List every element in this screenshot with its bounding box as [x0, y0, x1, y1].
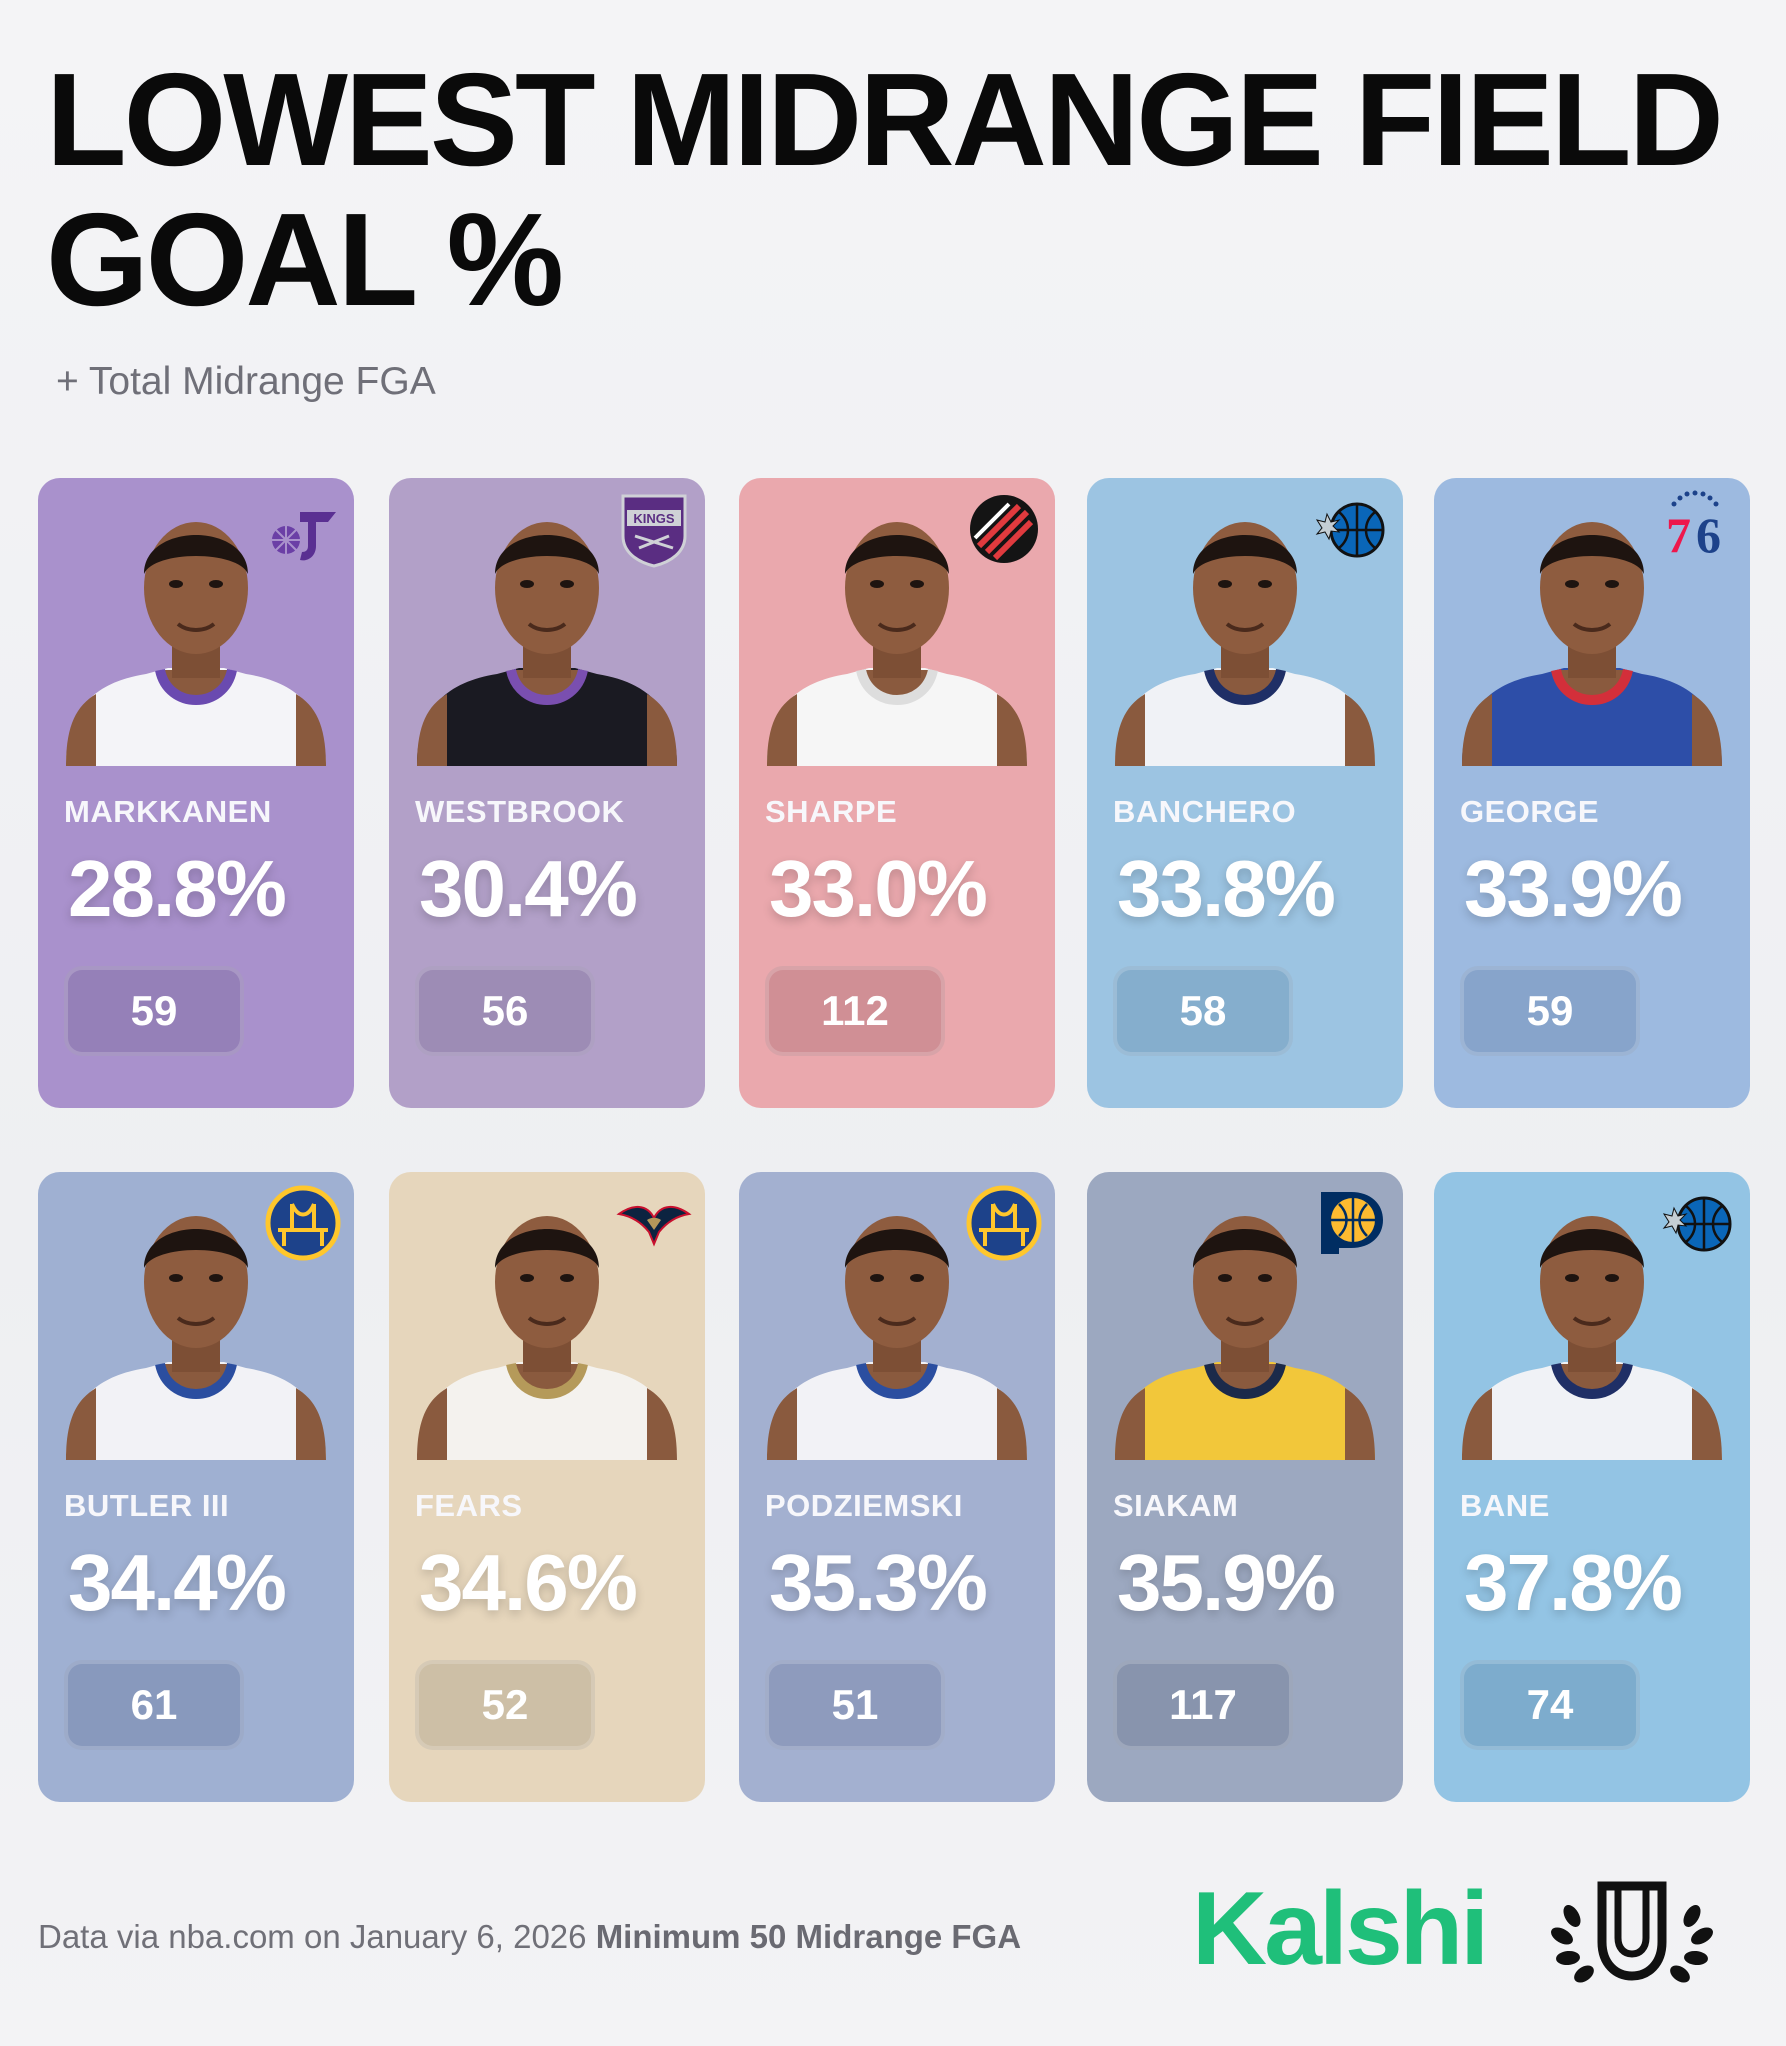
- player-card: BANCHERO 33.8% 58: [1087, 478, 1403, 1108]
- player-photo: [64, 1192, 328, 1460]
- midrange-fga-badge: 51: [765, 1660, 945, 1750]
- midrange-fg-pct: 33.8%: [1117, 844, 1336, 933]
- pacers-logo-icon: [1313, 1184, 1391, 1262]
- player-name: SIAKAM: [1113, 1488, 1239, 1523]
- jazz-logo-icon: [264, 490, 342, 568]
- player-photo: [1113, 1192, 1377, 1460]
- player-photo: [415, 1192, 679, 1460]
- player-name: BANCHERO: [1113, 794, 1297, 829]
- midrange-fga-badge: 58: [1113, 966, 1293, 1056]
- midrange-fg-pct: 35.9%: [1117, 1538, 1336, 1627]
- midrange-fg-pct: 34.6%: [419, 1538, 638, 1627]
- player-card: BANE 37.8% 74: [1434, 1172, 1750, 1802]
- svg-text:KINGS: KINGS: [633, 511, 675, 526]
- midrange-fga-badge: 74: [1460, 1660, 1640, 1750]
- player-card: PODZIEMSKI 35.3% 51: [739, 1172, 1055, 1802]
- player-photo: [765, 498, 1029, 766]
- midrange-fg-pct: 33.0%: [769, 844, 988, 933]
- midrange-fga-badge: 59: [1460, 966, 1640, 1056]
- svg-text:6: 6: [1696, 507, 1721, 563]
- player-name: SHARPE: [765, 794, 898, 829]
- player-name: MARKKANEN: [64, 794, 272, 829]
- kings-logo-icon: KINGS: [615, 490, 693, 568]
- magic-logo-icon: [1313, 490, 1391, 568]
- player-name: WESTBROOK: [415, 794, 625, 829]
- svg-text:7: 7: [1666, 507, 1691, 563]
- player-card: KINGS WESTBROOK 30.4% 56: [389, 478, 705, 1108]
- player-name: BANE: [1460, 1488, 1550, 1523]
- player-name: GEORGE: [1460, 794, 1600, 829]
- player-card: 7 6 GEORGE 33.9% 59: [1434, 478, 1750, 1108]
- player-card: SHARPE 33.0% 112: [739, 478, 1055, 1108]
- laurel-u-crest-icon: [1532, 1870, 1732, 1990]
- player-photo: [64, 498, 328, 766]
- player-name: BUTLER III: [64, 1488, 230, 1523]
- data-source: Data via nba.com on January 6, 2026: [38, 1918, 587, 1955]
- midrange-fg-pct: 35.3%: [769, 1538, 988, 1627]
- midrange-fga-badge: 117: [1113, 1660, 1293, 1750]
- pelicans-logo-icon: [615, 1184, 693, 1262]
- player-photo: [1113, 498, 1377, 766]
- page-subtitle: + Total Midrange FGA: [56, 360, 436, 403]
- minimum-note: Minimum 50 Midrange FGA: [595, 1918, 1022, 1955]
- midrange-fg-pct: 28.8%: [68, 844, 287, 933]
- midrange-fg-pct: 34.4%: [68, 1538, 287, 1627]
- brand-logo: Kalshi: [1192, 1871, 1489, 1987]
- midrange-fga-badge: 112: [765, 966, 945, 1056]
- midrange-fga-badge: 59: [64, 966, 244, 1056]
- player-name: FEARS: [415, 1488, 523, 1523]
- warriors-logo-icon: [965, 1184, 1043, 1262]
- midrange-fga-badge: 56: [415, 966, 595, 1056]
- player-photo: [1460, 498, 1724, 766]
- midrange-fg-pct: 37.8%: [1464, 1538, 1683, 1627]
- player-name: PODZIEMSKI: [765, 1488, 963, 1523]
- footer-note: Data via nba.com on January 6, 2026 Mini…: [38, 1918, 1021, 1956]
- midrange-fga-badge: 52: [415, 1660, 595, 1750]
- midrange-fg-pct: 33.9%: [1464, 844, 1683, 933]
- page-title: LOWEST MIDRANGE FIELD GOAL %: [46, 46, 1724, 333]
- player-card: SIAKAM 35.9% 117: [1087, 1172, 1403, 1802]
- player-photo: [765, 1192, 1029, 1460]
- player-card: BUTLER III 34.4% 61: [38, 1172, 354, 1802]
- midrange-fga-badge: 61: [64, 1660, 244, 1750]
- blazers-logo-icon: [965, 490, 1043, 568]
- player-card: MARKKANEN 28.8% 59: [38, 478, 354, 1108]
- warriors-logo-icon: [264, 1184, 342, 1262]
- magic-logo-icon: [1660, 1184, 1738, 1262]
- player-photo: [1460, 1192, 1724, 1460]
- player-photo: [415, 498, 679, 766]
- player-card: FEARS 34.6% 52: [389, 1172, 705, 1802]
- midrange-fg-pct: 30.4%: [419, 844, 638, 933]
